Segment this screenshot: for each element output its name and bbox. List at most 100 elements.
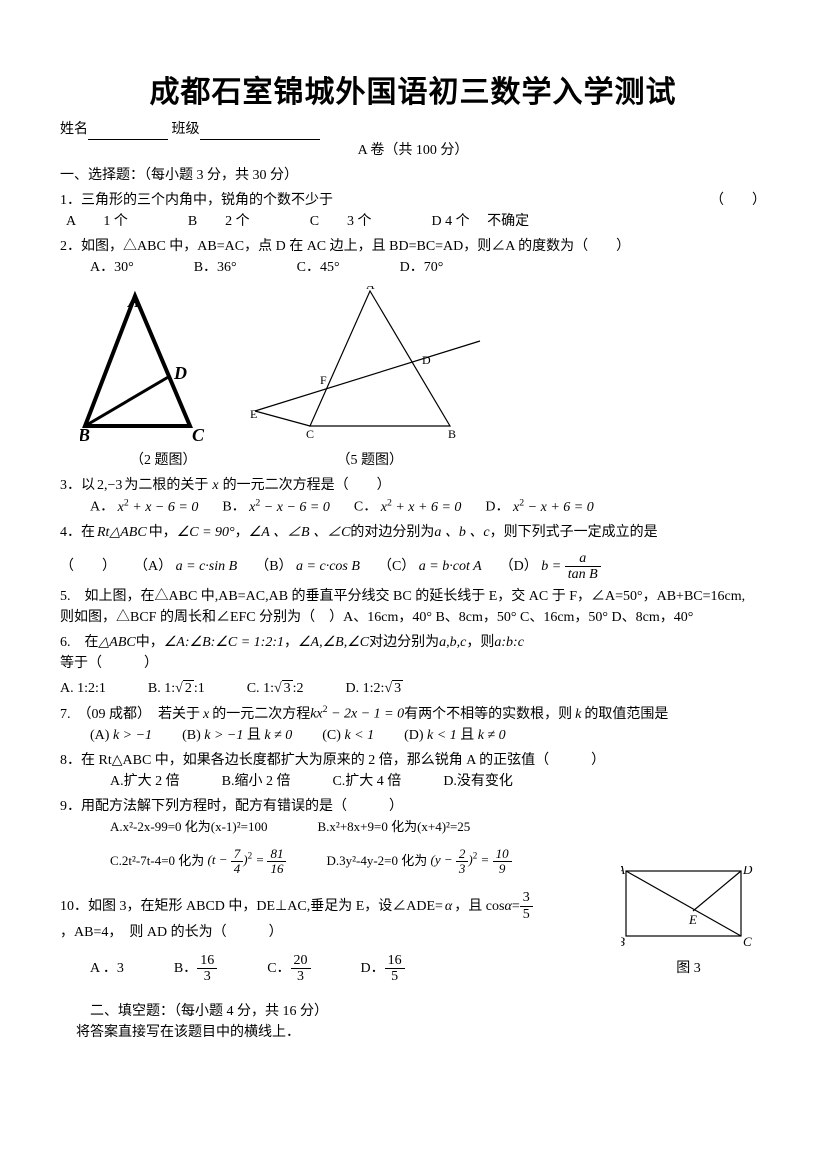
question-6: 6. 在 △ABC 中， ∠A:∠B:∠C = 1:2:1 ， ∠A,∠B,∠C… xyxy=(60,632,766,653)
svg-text:B: B xyxy=(621,934,625,949)
q5-pre: 5. 如上图，在△ABC 中,AB=AC,AB 的垂直平分线交 BC 的延长线于… xyxy=(60,589,623,604)
q6-opt-c: C. 1:√3:2 xyxy=(247,678,304,699)
q10-options: A ．3 B．163 C．203 D．165 xyxy=(60,953,621,985)
q3-post: 的一元二次方程是（ ） xyxy=(223,475,391,496)
figure-2: A B C D xyxy=(80,291,210,446)
figure-3-wrap: A B C D E 图 3 xyxy=(621,866,756,979)
q4-opt-b: （B） a = c·cos B xyxy=(255,556,360,577)
q5-post1: ，AB+BC=16cm, xyxy=(643,589,746,604)
question-4: 4．在 Rt△ABC 中， ∠C = 90° ， ∠A 、∠B 、∠C 的对边分… xyxy=(60,522,766,543)
q10-mid2: ，AB=4， 则 AD 的长为（ ） xyxy=(60,922,283,943)
q2-opt-b: B．36° xyxy=(194,257,237,278)
q7-pre: 7. （09 成都） 若关于 xyxy=(60,704,200,725)
class-blank[interactable] xyxy=(200,126,320,140)
q3-opt-a: A． x2 + x − 6 = 0 xyxy=(90,496,198,518)
q4-c90: ∠C = 90° xyxy=(177,522,235,543)
svg-text:E: E xyxy=(250,407,257,421)
q8-opt-d: D.没有变化 xyxy=(443,771,513,792)
q3-opt-c: C． x2 + x + 6 = 0 xyxy=(354,496,462,518)
name-blank[interactable] xyxy=(88,126,168,140)
q4-rt: Rt△ABC xyxy=(97,522,147,543)
svg-text:A: A xyxy=(366,286,375,292)
svg-text:C: C xyxy=(306,427,314,441)
q1-opt-c: C 3 个 xyxy=(310,211,372,232)
q1-opt-a: A 1 个 xyxy=(66,211,128,232)
svg-text:D: D xyxy=(742,866,753,877)
question-1: 1．三角形的三个内角中，锐角的个数不少于 （ ） xyxy=(60,190,766,211)
figure-captions: （2 题图） （5 题图） xyxy=(60,450,766,471)
svg-text:D: D xyxy=(422,353,431,367)
fig5-caption: （5 题图） xyxy=(337,450,404,471)
q5-ang: 50° xyxy=(623,589,643,604)
q3-pre: 3．以 xyxy=(60,475,95,496)
q4-mid1: 中， xyxy=(149,522,177,543)
name-label: 姓名 xyxy=(60,122,88,137)
svg-text:A: A xyxy=(621,866,625,877)
q3-options: A． x2 + x − 6 = 0 B． x2 − x − 6 = 0 C． x… xyxy=(60,496,766,518)
q4-abc: a 、b 、c xyxy=(434,522,489,543)
q9-opt-b: B.x²+8x+9=0 化为(x+4)²=25 xyxy=(318,817,471,837)
q2-options: A．30° B．36° C．45° D．70° xyxy=(60,257,766,278)
question-2: 2．如图，△ABC 中，AB=AC，点 D 在 AC 边上，且 BD=BC=AD… xyxy=(60,236,766,257)
q7-mid2: 有两个不相等的实数根，则 xyxy=(404,704,572,725)
page-title: 成都石室锦城外国语初三数学入学测试 xyxy=(60,70,766,115)
q6-ratio: ∠A:∠B:∠C = 1:2:1 xyxy=(164,632,284,653)
section-2-note: 将答案直接写在该题目中的横线上． xyxy=(60,1022,766,1043)
q6-opt-d: D. 1:2:√3 xyxy=(346,678,404,699)
svg-text:F: F xyxy=(320,373,327,387)
fig3-caption: 图 3 xyxy=(621,958,756,979)
q7-k: k xyxy=(575,704,581,725)
q4-opt-a: （A） a = c·sin B xyxy=(134,556,237,577)
q4-pre: 4．在 xyxy=(60,522,95,543)
q7-opt-d: (D) k < 1 且 k ≠ 0 xyxy=(404,725,506,746)
q6-mid2: 对边分别为 xyxy=(369,632,439,653)
q10-eq: = xyxy=(512,896,520,917)
q6-mid1: 中， xyxy=(136,632,164,653)
q6-abc: △ABC xyxy=(99,632,136,653)
q7-opt-c: (C) k < 1 xyxy=(322,725,374,746)
q7-opt-a: (A) k > −1 xyxy=(90,725,152,746)
q7-post: 的取值范围是 xyxy=(584,704,668,725)
q1-text: 1．三角形的三个内角中，锐角的个数不少于 xyxy=(60,190,710,211)
q4-options: （ ） （A） a = c·sin B （B） a = c·cos B （C） … xyxy=(60,551,766,583)
q6-comma: ， xyxy=(284,632,298,653)
q6-abc2: a:b:c xyxy=(494,632,524,653)
q3-mid: 为二根的关于 xyxy=(124,475,208,496)
q8-opt-b: B.缩小 2 倍 xyxy=(222,771,291,792)
q4-post: ，则下列式子一定成立的是 xyxy=(490,522,658,543)
svg-text:B: B xyxy=(448,427,456,441)
q3-roots: 2,−3 xyxy=(97,475,122,496)
q1-opt-b: B 2 个 xyxy=(188,211,250,232)
section-2-header: 二、填空题：（每小题 4 分，共 16 分） xyxy=(60,1001,766,1022)
svg-text:E: E xyxy=(688,912,697,927)
question-10: 10．如图 3，在矩形 ABCD 中，DE⊥AC,垂足为 E，设∠ADE= α … xyxy=(60,890,621,943)
q7-x: x xyxy=(203,704,209,725)
question-3: 3．以 2,−3 为二根的关于 x 的一元二次方程是（ ） xyxy=(60,475,766,496)
class-label: 班级 xyxy=(172,122,200,137)
q3-opt-d: D． x2 − x + 6 = 0 xyxy=(485,496,593,518)
q4-angles: ∠A 、∠B 、∠C xyxy=(249,522,351,543)
q6-pre: 6. 在 xyxy=(60,632,99,653)
q10-frac: 35 xyxy=(520,890,533,922)
q1-opt-d: D 4 个 不确定 xyxy=(432,211,530,232)
q5-line2: 则如图，△BCF 的周长和∠EFC 分别为（ ）A、16cm，40° B、8cm… xyxy=(60,607,766,628)
paper-label: A 卷（共 100 分） xyxy=(60,140,766,161)
q10-opt-c: C．203 xyxy=(267,953,310,985)
q4-paren: （ ） xyxy=(60,556,116,577)
q1-options: A 1 个 B 2 个 C 3 个 D 4 个 不确定 xyxy=(60,211,766,232)
q6-sides: a,b,c xyxy=(439,632,466,653)
q9-opt-a: A.x²-2x-99=0 化为(x-1)²=100 xyxy=(110,817,268,837)
figure-3: A B C D E xyxy=(621,866,756,951)
svg-text:D: D xyxy=(173,363,187,383)
q7-opt-b: (B) k > −1 且 k ≠ 0 xyxy=(182,725,292,746)
svg-text:A: A xyxy=(127,291,140,311)
question-9: 9．用配方法解下列方程时，配方有错误的是（ ） xyxy=(60,796,766,817)
q10-mid1: ，且 cos xyxy=(454,896,504,917)
q3-opt-b: B． x2 − x − 6 = 0 xyxy=(222,496,330,518)
q8-opt-a: A.扩大 2 倍 xyxy=(110,771,180,792)
q4-opt-d: （D） b = atan B xyxy=(500,551,601,583)
fig2-caption: （2 题图） xyxy=(130,450,197,471)
q10-opt-b: B．163 xyxy=(174,953,217,985)
section-1-header: 一、选择题：（每小题 3 分，共 30 分） xyxy=(60,165,766,186)
q6-angs: ∠A,∠B,∠C xyxy=(298,632,369,653)
